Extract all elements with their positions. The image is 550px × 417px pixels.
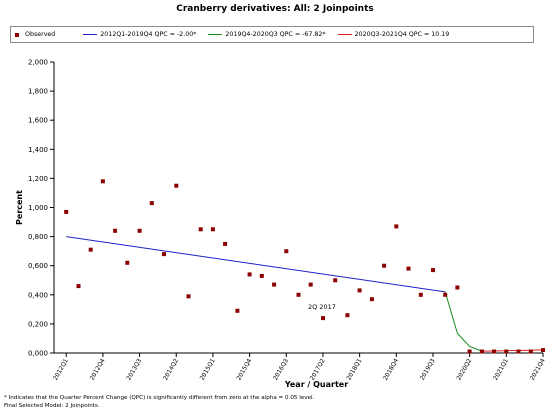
observed-point <box>64 209 69 214</box>
legend-item-observed: Observed <box>11 31 55 38</box>
fit-line-segment-1 <box>66 236 446 293</box>
observed-point <box>369 297 374 302</box>
y-tick-label: 1,800 <box>28 88 48 96</box>
fit-line-segment-2 <box>444 291 483 352</box>
observed-point <box>406 266 411 271</box>
y-tick-label: 0,400 <box>28 291 48 299</box>
annotation-label: 2Q 2017 <box>308 303 336 311</box>
observed-point <box>504 349 509 354</box>
x-tick-label: 2019Q3 <box>419 357 437 381</box>
y-tick-label: 0,600 <box>28 262 48 270</box>
x-tick-label: 2014Q2 <box>162 357 180 381</box>
x-tick-label: 2017Q2 <box>309 357 327 381</box>
observed-point <box>443 292 448 297</box>
observed-point <box>137 228 142 233</box>
observed-point <box>186 294 191 299</box>
observed-point <box>431 268 435 273</box>
x-tick-label: 2016Q3 <box>272 357 290 381</box>
y-tick-label: 0,200 <box>28 320 48 328</box>
observed-point <box>76 284 81 289</box>
observed-point <box>345 313 350 318</box>
x-axis-label: Year / Quarter <box>284 380 348 389</box>
y-tick-label: 2,000 <box>28 59 48 67</box>
x-tick-label: 2012Q4 <box>89 357 107 381</box>
observed-point <box>272 282 277 287</box>
observed-point <box>516 349 521 354</box>
legend: Observed 2012Q1-2019Q4 QPC = -2.00* 2019… <box>10 26 534 43</box>
legend-line-segment-2 <box>208 34 223 35</box>
x-tick-label: 2012Q1 <box>52 357 70 381</box>
y-tick-label: 0,000 <box>28 350 48 358</box>
observed-point <box>162 252 166 257</box>
observed-point <box>492 349 497 354</box>
observed-point <box>210 227 215 232</box>
chart-title: Cranberry derivatives: All: 2 Joinpoints <box>176 4 374 14</box>
observed-point <box>321 316 325 321</box>
observed-point <box>113 228 118 233</box>
observed-point <box>308 282 313 287</box>
observed-point <box>174 183 179 188</box>
footnote: * Indicates that the Quarter Percent Cha… <box>4 394 314 410</box>
y-tick-label: 0,800 <box>28 233 48 241</box>
observed-point <box>223 241 228 246</box>
observed-point <box>479 349 484 354</box>
observed-point <box>333 278 338 283</box>
observed-point <box>394 224 399 229</box>
y-tick-label: 1,600 <box>28 117 48 125</box>
legend-label-segment-3: 2020Q3-2021Q4 QPC = 10.19 <box>354 31 450 38</box>
footnote-line-1: * Indicates that the Quarter Percent Cha… <box>4 395 315 401</box>
y-axis-label: Percent <box>15 190 24 225</box>
x-tick-label: 2018Q4 <box>382 357 400 381</box>
x-tick-label: 2020Q2 <box>455 357 473 381</box>
y-tick-label: 1,200 <box>28 175 48 183</box>
observed-point <box>296 292 301 297</box>
legend-label-segment-2: 2019Q4-2020Q3 QPC = -67.82* <box>225 31 326 38</box>
observed-point <box>528 349 533 354</box>
observed-point <box>259 273 264 278</box>
x-tick-label: 2013Q3 <box>125 357 143 381</box>
observed-point <box>541 348 545 353</box>
observed-point <box>284 249 289 254</box>
observed-point <box>88 247 93 252</box>
legend-marker-observed <box>15 32 19 37</box>
observed-point <box>357 288 362 293</box>
legend-line-segment-3 <box>337 34 352 35</box>
x-tick-label: 2021Q1 <box>492 357 510 381</box>
legend-label-observed: Observed <box>25 31 56 38</box>
y-tick-label: 1,000 <box>28 204 48 212</box>
observed-point <box>235 308 240 313</box>
legend-item-segment-2: 2019Q4-2020Q3 QPC = -67.82* <box>196 31 326 38</box>
observed-point <box>125 260 130 265</box>
observed-point <box>418 292 423 297</box>
observed-point <box>382 263 387 268</box>
legend-label-segment-1: 2012Q1-2019Q4 QPC = -2.00* <box>100 31 197 38</box>
x-tick-label: 2015Q4 <box>235 357 253 381</box>
observed-point <box>467 349 472 354</box>
x-tick-label: 2021Q4 <box>529 357 547 381</box>
observed-point <box>198 227 203 232</box>
observed-point <box>247 272 252 277</box>
observed-point <box>100 179 105 184</box>
legend-item-segment-1: 2012Q1-2019Q4 QPC = -2.00* <box>55 31 196 38</box>
fit-line-segment-3 <box>481 349 544 352</box>
footnote-line-2: Final Selected Model: 2 Joinpoints. <box>4 403 100 409</box>
y-tick-label: 1,400 <box>28 146 48 154</box>
legend-item-segment-3: 2020Q3-2021Q4 QPC = 10.19 <box>326 31 450 38</box>
x-tick-label: 2015Q1 <box>199 357 217 381</box>
legend-line-segment-1 <box>83 34 98 35</box>
observed-point <box>149 201 154 206</box>
observed-point <box>455 285 460 290</box>
x-tick-label: 2018Q1 <box>345 357 363 381</box>
